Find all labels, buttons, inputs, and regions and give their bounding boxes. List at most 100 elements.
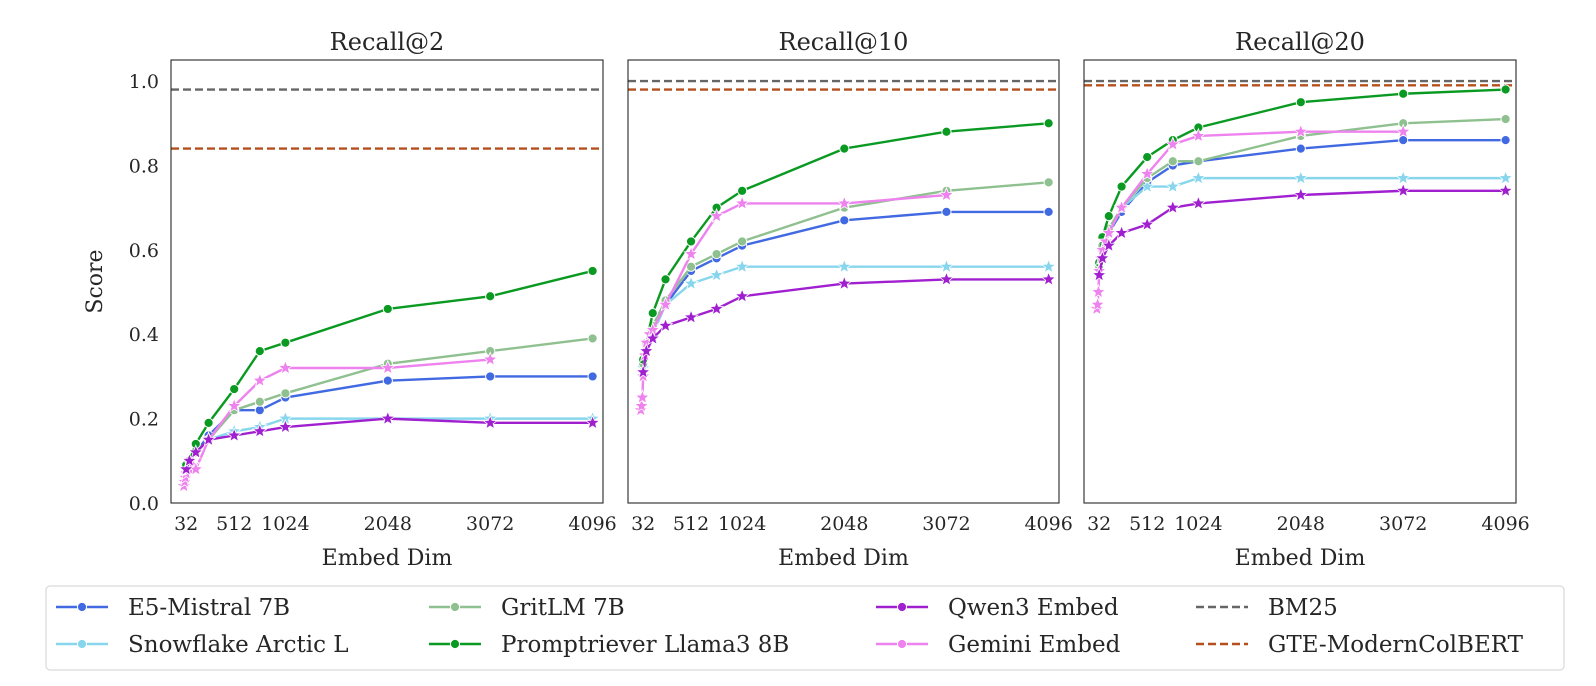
series-line bbox=[641, 278, 1049, 373]
x-tick-label: 2048 bbox=[820, 513, 868, 535]
legend-label: Promptriever Llama3 8B bbox=[501, 632, 789, 658]
data-point bbox=[1094, 249, 1111, 266]
data-point bbox=[584, 414, 601, 430]
x-tick-label: 32 bbox=[174, 513, 198, 535]
data-point bbox=[941, 126, 952, 137]
series-line bbox=[1098, 189, 1506, 276]
series-line bbox=[185, 417, 593, 466]
data-point bbox=[708, 300, 725, 316]
legend-marker bbox=[449, 638, 461, 650]
data-point bbox=[734, 258, 751, 274]
x-axis-label: Embed Dim bbox=[778, 546, 909, 571]
data-point bbox=[277, 359, 294, 375]
data-point bbox=[1395, 123, 1412, 139]
data-point bbox=[708, 207, 725, 223]
x-tick-label: 1024 bbox=[1174, 513, 1222, 535]
x-tick-label: 32 bbox=[1087, 513, 1111, 535]
data-point bbox=[657, 296, 674, 312]
data-point bbox=[1043, 206, 1054, 217]
data-point bbox=[708, 266, 725, 282]
data-point bbox=[941, 206, 952, 217]
data-point bbox=[685, 236, 697, 247]
data-point bbox=[1164, 136, 1181, 152]
data-point bbox=[1292, 186, 1309, 202]
data-point bbox=[1295, 143, 1306, 154]
data-point bbox=[1497, 169, 1514, 185]
data-point bbox=[254, 405, 265, 416]
data-point bbox=[254, 346, 265, 357]
data-point bbox=[1040, 258, 1057, 274]
legend-marker bbox=[896, 601, 908, 613]
data-point bbox=[711, 248, 722, 260]
data-point bbox=[485, 371, 496, 382]
data-point bbox=[587, 333, 598, 344]
legend-item: Gemini Embed bbox=[876, 632, 1121, 658]
series-qwen3-embed bbox=[1091, 182, 1514, 282]
x-tick-label: 1024 bbox=[718, 513, 766, 535]
data-point bbox=[836, 275, 853, 291]
legend-marker bbox=[896, 638, 908, 650]
data-point bbox=[938, 186, 955, 202]
data-point bbox=[839, 215, 850, 226]
x-tick-label: 4096 bbox=[1024, 513, 1072, 535]
data-point bbox=[938, 271, 955, 287]
data-point bbox=[251, 422, 268, 438]
series-line bbox=[185, 417, 593, 470]
series-e5-mistral-7b bbox=[1094, 135, 1511, 272]
data-point bbox=[1043, 118, 1054, 129]
series-line bbox=[641, 122, 1049, 360]
data-point bbox=[482, 414, 499, 430]
data-point bbox=[1193, 156, 1204, 167]
data-point bbox=[485, 291, 496, 302]
data-point bbox=[737, 185, 748, 196]
data-point bbox=[1090, 283, 1107, 299]
data-point bbox=[685, 261, 697, 272]
data-point bbox=[587, 371, 598, 382]
data-point bbox=[379, 359, 396, 375]
data-point bbox=[1398, 135, 1409, 146]
x-tick-label: 3072 bbox=[1379, 513, 1427, 535]
legend-item: Snowflake Arctic L bbox=[56, 632, 349, 658]
data-point bbox=[938, 258, 955, 274]
data-point bbox=[1500, 84, 1511, 95]
x-tick-label: 512 bbox=[673, 513, 709, 535]
panel-title: Recall@2 bbox=[330, 28, 445, 56]
legend-label: BM25 bbox=[1268, 595, 1338, 621]
legend-item: GTE-ModernColBERT bbox=[1196, 632, 1524, 658]
x-tick-label: 3072 bbox=[466, 513, 514, 535]
data-point bbox=[382, 375, 393, 386]
x-tick-label: 3072 bbox=[922, 513, 970, 535]
legend-item: Qwen3 Embed bbox=[876, 595, 1119, 621]
x-tick-label: 32 bbox=[631, 513, 655, 535]
legend-label: GTE-ModernColBERT bbox=[1268, 632, 1524, 658]
data-point bbox=[1043, 177, 1054, 188]
legend-label: E5-Mistral 7B bbox=[128, 595, 290, 621]
data-point bbox=[1100, 237, 1117, 253]
data-point bbox=[839, 143, 850, 154]
plot-area bbox=[628, 79, 1059, 417]
data-point bbox=[644, 330, 661, 346]
data-point bbox=[382, 303, 393, 315]
data-point bbox=[226, 427, 243, 443]
data-point bbox=[203, 417, 214, 428]
series-line bbox=[639, 193, 947, 411]
data-point bbox=[1395, 182, 1412, 198]
plot-area bbox=[171, 88, 603, 493]
data-point bbox=[1113, 199, 1130, 215]
data-point bbox=[1395, 169, 1412, 185]
data-point bbox=[1040, 271, 1057, 287]
y-tick-label: 0.2 bbox=[129, 409, 159, 431]
data-point bbox=[1139, 165, 1156, 181]
legend-label: Snowflake Arctic L bbox=[128, 632, 349, 658]
data-point bbox=[178, 460, 195, 476]
data-point bbox=[734, 195, 751, 211]
data-point bbox=[277, 418, 294, 434]
data-point bbox=[638, 342, 655, 358]
data-point bbox=[1089, 296, 1106, 312]
data-point bbox=[660, 274, 671, 285]
data-point bbox=[181, 452, 198, 468]
legend: E5-Mistral 7B Snowflake Arctic L GritLM 7B… bbox=[45, 585, 1565, 671]
data-point bbox=[635, 363, 652, 379]
data-point bbox=[836, 195, 853, 211]
